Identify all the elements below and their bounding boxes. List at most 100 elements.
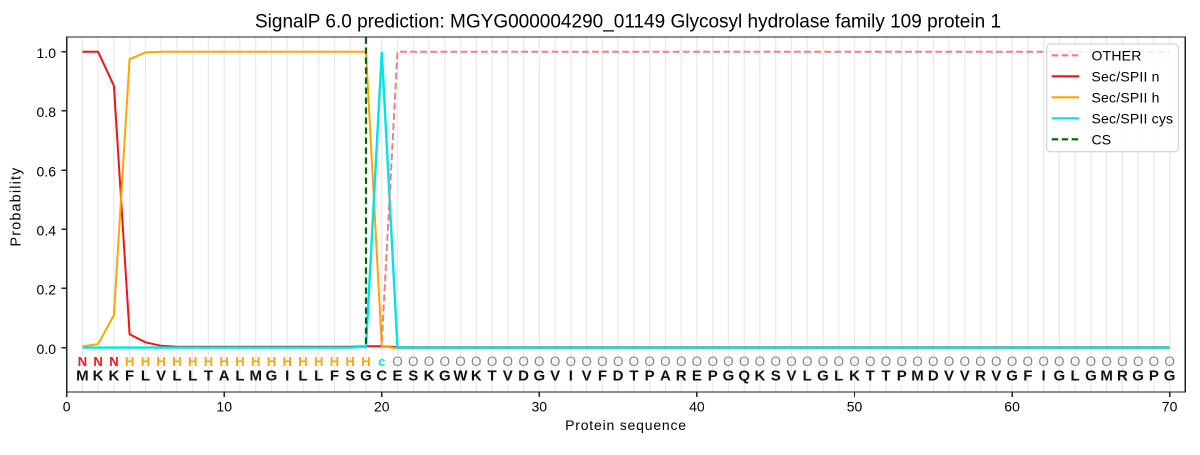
svg-text:O: O xyxy=(597,354,608,369)
svg-text:H: H xyxy=(314,354,323,369)
svg-text:F: F xyxy=(125,367,134,384)
svg-text:40: 40 xyxy=(689,399,705,415)
svg-text:D: D xyxy=(928,367,939,384)
svg-text:D: D xyxy=(518,367,529,384)
svg-text:Protein sequence: Protein sequence xyxy=(565,417,687,433)
svg-text:O: O xyxy=(881,354,892,369)
svg-text:H: H xyxy=(361,354,370,369)
svg-text:OTHER: OTHER xyxy=(1092,48,1142,64)
svg-text:G: G xyxy=(439,367,451,384)
svg-text:G: G xyxy=(266,367,278,384)
svg-text:P: P xyxy=(897,367,907,384)
svg-text:O: O xyxy=(1007,354,1018,369)
svg-text:O: O xyxy=(865,354,876,369)
svg-text:Sec/SPII n: Sec/SPII n xyxy=(1092,69,1160,85)
svg-text:O: O xyxy=(1164,354,1175,369)
svg-text:P: P xyxy=(645,367,655,384)
svg-text:F: F xyxy=(598,367,607,384)
svg-text:O: O xyxy=(1086,354,1097,369)
svg-text:L: L xyxy=(803,367,812,384)
svg-text:G: G xyxy=(1006,367,1018,384)
svg-text:V: V xyxy=(550,367,560,384)
svg-text:L: L xyxy=(188,367,197,384)
svg-text:G: G xyxy=(533,367,545,384)
svg-text:Sec/SPII cys: Sec/SPII cys xyxy=(1092,111,1174,127)
svg-text:T: T xyxy=(881,367,890,384)
svg-text:C: C xyxy=(376,367,387,384)
svg-text:R: R xyxy=(975,367,986,384)
svg-text:O: O xyxy=(897,354,908,369)
svg-text:H: H xyxy=(298,354,307,369)
svg-text:H: H xyxy=(220,354,229,369)
svg-text:O: O xyxy=(802,354,813,369)
svg-text:O: O xyxy=(487,354,498,369)
svg-text:O: O xyxy=(707,354,718,369)
svg-text:K: K xyxy=(849,367,860,384)
svg-text:O: O xyxy=(408,354,419,369)
svg-text:O: O xyxy=(424,354,435,369)
svg-text:O: O xyxy=(1023,354,1034,369)
svg-text:O: O xyxy=(566,354,577,369)
svg-text:G: G xyxy=(1132,367,1144,384)
svg-text:E: E xyxy=(392,367,402,384)
svg-text:O: O xyxy=(1149,354,1160,369)
svg-text:H: H xyxy=(346,354,355,369)
svg-text:L: L xyxy=(1071,367,1080,384)
svg-text:N: N xyxy=(78,354,87,369)
svg-text:G: G xyxy=(723,367,735,384)
svg-text:O: O xyxy=(1117,354,1128,369)
svg-text:K: K xyxy=(754,367,765,384)
svg-text:S: S xyxy=(345,367,355,384)
svg-text:D: D xyxy=(613,367,624,384)
svg-text:O: O xyxy=(739,354,750,369)
svg-text:G: G xyxy=(1053,367,1065,384)
svg-text:O: O xyxy=(1070,354,1081,369)
svg-text:O: O xyxy=(912,354,923,369)
svg-text:N: N xyxy=(93,354,102,369)
svg-text:O: O xyxy=(960,354,971,369)
svg-text:A: A xyxy=(660,367,671,384)
svg-text:M: M xyxy=(76,367,89,384)
svg-text:1.0: 1.0 xyxy=(37,45,57,61)
svg-text:W: W xyxy=(453,367,468,384)
svg-text:H: H xyxy=(188,354,197,369)
svg-text:L: L xyxy=(235,367,244,384)
svg-text:N: N xyxy=(109,354,118,369)
svg-text:K: K xyxy=(93,367,104,384)
svg-text:S: S xyxy=(771,367,781,384)
svg-text:0: 0 xyxy=(63,399,71,415)
svg-text:O: O xyxy=(833,354,844,369)
svg-text:M: M xyxy=(249,367,262,384)
svg-text:A: A xyxy=(219,367,230,384)
svg-text:K: K xyxy=(471,367,482,384)
svg-text:O: O xyxy=(629,354,640,369)
svg-text:0.0: 0.0 xyxy=(37,341,57,357)
svg-text:L: L xyxy=(834,367,843,384)
svg-text:E: E xyxy=(692,367,702,384)
svg-text:CS: CS xyxy=(1092,132,1112,148)
svg-text:P: P xyxy=(1149,367,1159,384)
svg-text:M: M xyxy=(911,367,924,384)
svg-text:L: L xyxy=(141,367,150,384)
svg-text:V: V xyxy=(156,367,166,384)
svg-text:V: V xyxy=(944,367,954,384)
svg-text:O: O xyxy=(455,354,466,369)
svg-text:70: 70 xyxy=(1162,399,1178,415)
svg-text:O: O xyxy=(644,354,655,369)
svg-text:20: 20 xyxy=(374,399,390,415)
svg-text:H: H xyxy=(235,354,244,369)
svg-text:I: I xyxy=(569,367,573,384)
svg-text:O: O xyxy=(613,354,624,369)
svg-text:I: I xyxy=(1042,367,1046,384)
svg-text:F: F xyxy=(1023,367,1032,384)
svg-text:O: O xyxy=(1133,354,1144,369)
svg-text:10: 10 xyxy=(216,399,232,415)
svg-text:0.2: 0.2 xyxy=(37,282,57,298)
svg-text:60: 60 xyxy=(1004,399,1020,415)
svg-text:H: H xyxy=(251,354,260,369)
svg-text:H: H xyxy=(125,354,134,369)
svg-text:O: O xyxy=(818,354,829,369)
svg-text:P: P xyxy=(708,367,718,384)
svg-text:O: O xyxy=(581,354,592,369)
svg-text:T: T xyxy=(629,367,638,384)
